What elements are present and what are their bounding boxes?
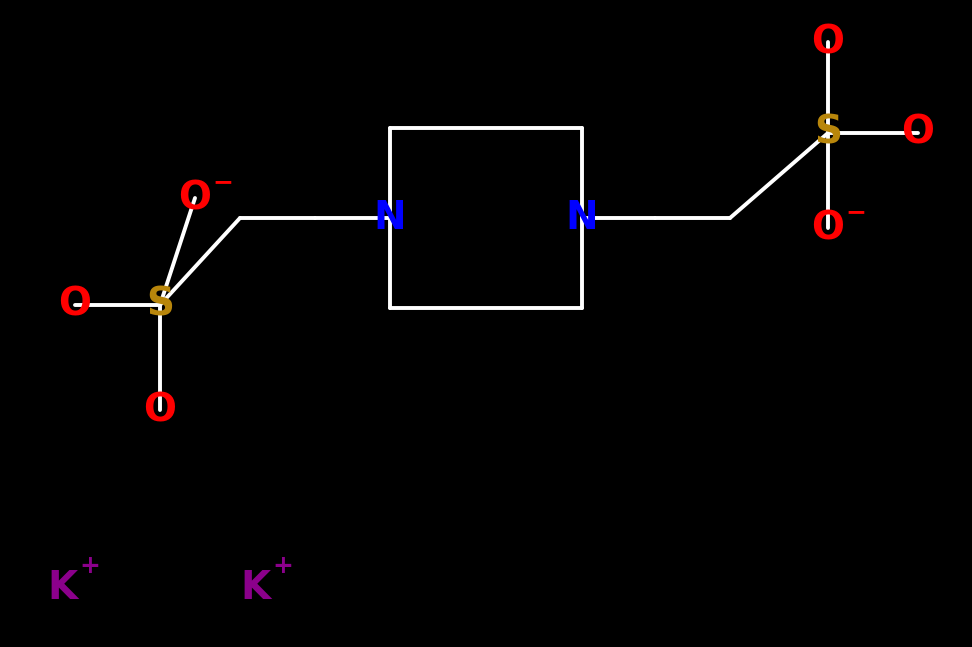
Text: S: S <box>814 114 842 152</box>
Text: O: O <box>812 209 845 247</box>
Text: +: + <box>80 554 100 578</box>
Text: N: N <box>373 199 406 237</box>
Text: −: − <box>213 170 233 194</box>
Text: O: O <box>901 114 934 152</box>
Text: K: K <box>47 569 77 607</box>
Text: O: O <box>144 391 177 429</box>
Text: O: O <box>812 23 845 61</box>
Text: N: N <box>566 199 599 237</box>
Text: −: − <box>846 200 866 224</box>
Text: O: O <box>58 286 91 324</box>
Text: +: + <box>272 554 294 578</box>
Text: S: S <box>146 286 174 324</box>
Text: K: K <box>240 569 270 607</box>
Text: O: O <box>179 179 212 217</box>
